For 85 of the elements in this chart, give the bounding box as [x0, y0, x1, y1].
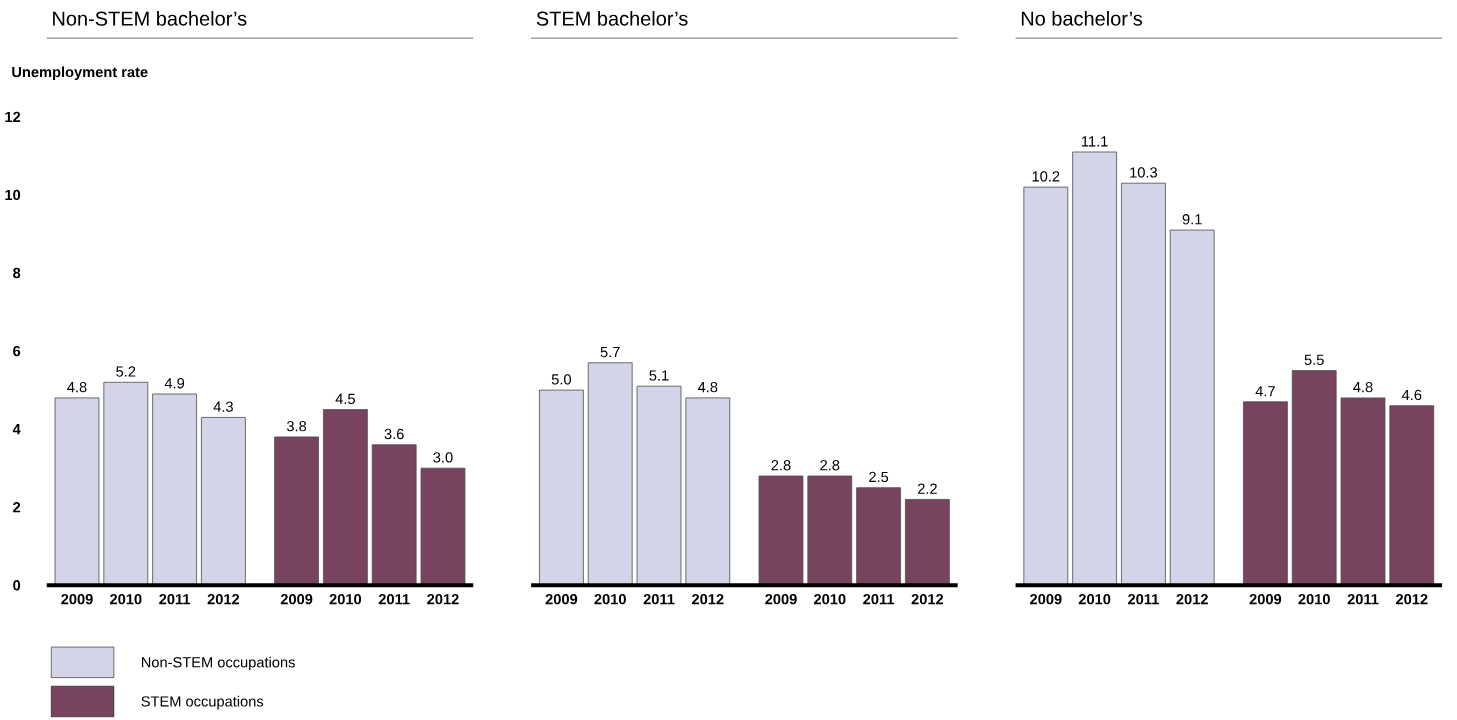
- x-tick-label: 2012: [427, 594, 459, 605]
- data-label: 2.5: [869, 471, 889, 483]
- data-label: 5.5: [1304, 354, 1324, 366]
- data-label: 2.2: [917, 483, 937, 494]
- x-tick-label: 2010: [110, 594, 142, 605]
- x-tick-label: 2009: [280, 594, 313, 605]
- x-tick-label: 2012: [207, 594, 240, 605]
- y-tick-label: 6: [13, 346, 21, 357]
- y-tick-label: 2: [13, 502, 21, 513]
- bar: [807, 475, 853, 586]
- chart-title: Non-STEM bachelor’s: [53, 11, 247, 26]
- bar: [1291, 370, 1337, 586]
- y-tick-label: 10: [5, 189, 21, 201]
- x-tick-label: 2012: [1176, 594, 1208, 605]
- y-tick-label: 8: [13, 267, 21, 279]
- legend-label: Non-STEM occupations: [141, 656, 295, 671]
- x-tick-label: 2011: [159, 594, 191, 605]
- x-tick-label: 2012: [1396, 594, 1428, 605]
- data-label: 2.8: [771, 460, 791, 471]
- chart-title: STEM bachelor’s: [536, 11, 688, 26]
- data-label: 10.2: [1032, 171, 1060, 182]
- x-tick-label: 2012: [911, 594, 944, 605]
- y-tick-label: 4: [12, 424, 21, 435]
- bar: [201, 417, 246, 586]
- data-label: 9.1: [1182, 214, 1202, 225]
- bar: [323, 409, 368, 586]
- bar: [1072, 151, 1117, 586]
- bar: [420, 467, 466, 586]
- x-tick-label: 2012: [692, 594, 724, 605]
- x-tick-label: 2009: [61, 594, 93, 605]
- bar: [1169, 229, 1215, 586]
- x-tick-label: 2009: [545, 594, 578, 605]
- data-label: 4.7: [1255, 386, 1275, 397]
- bar: [758, 475, 804, 586]
- bar: [685, 397, 731, 586]
- data-label: 3.6: [384, 428, 404, 440]
- x-tick-label: 2010: [814, 594, 846, 605]
- bar: [539, 389, 584, 586]
- legend-label: STEM occupations: [141, 695, 264, 710]
- x-tick-label: 2010: [329, 594, 362, 605]
- x-tick-label: 2011: [378, 594, 410, 605]
- data-label: 5.7: [600, 347, 620, 358]
- bar: [1389, 405, 1435, 586]
- x-tick-label: 2010: [1298, 594, 1330, 605]
- y-tick-label: 0: [13, 580, 21, 591]
- bar: [905, 499, 950, 586]
- data-label: 4.8: [67, 382, 87, 393]
- x-tick-label: 2011: [1347, 594, 1379, 605]
- bar: [274, 436, 319, 586]
- bar: [1340, 397, 1386, 586]
- bar: [636, 385, 682, 586]
- bar: [587, 362, 633, 586]
- data-label: 4.3: [213, 401, 233, 412]
- data-label: 2.8: [820, 460, 840, 471]
- bar: [371, 444, 417, 586]
- x-tick-label: 2009: [1030, 594, 1062, 605]
- x-tick-label: 2010: [594, 594, 626, 605]
- data-label: 5.0: [551, 374, 571, 385]
- bar: [152, 393, 197, 586]
- data-label: 3.8: [286, 421, 307, 432]
- data-label: 10.3: [1130, 167, 1158, 178]
- chart-title: No bachelor’s: [1021, 11, 1143, 26]
- bar: [856, 487, 901, 586]
- x-tick-label: 2009: [1249, 594, 1282, 605]
- y-tick-label: 12: [5, 111, 21, 123]
- data-label: 11.1: [1082, 136, 1108, 147]
- x-tick-label: 2011: [863, 594, 895, 605]
- bar: [1023, 186, 1069, 586]
- data-label: 4.8: [1353, 382, 1373, 393]
- y-axis-title: Unemployment rate: [12, 66, 148, 81]
- data-label: 4.9: [164, 378, 185, 389]
- x-tick-label: 2011: [643, 594, 675, 605]
- x-tick-label: 2009: [765, 594, 797, 605]
- bar: [1121, 182, 1166, 586]
- bar: [1243, 401, 1288, 586]
- data-label: 4.8: [697, 382, 718, 393]
- data-label: 4.5: [335, 393, 355, 405]
- data-label: 5.1: [649, 370, 669, 381]
- x-tick-label: 2010: [1078, 594, 1111, 605]
- data-label: 3.0: [433, 452, 453, 463]
- data-label: 5.2: [116, 366, 136, 377]
- data-label: 4.6: [1401, 389, 1422, 401]
- x-tick-label: 2011: [1128, 594, 1159, 605]
- bar: [54, 397, 100, 586]
- bar: [103, 382, 149, 586]
